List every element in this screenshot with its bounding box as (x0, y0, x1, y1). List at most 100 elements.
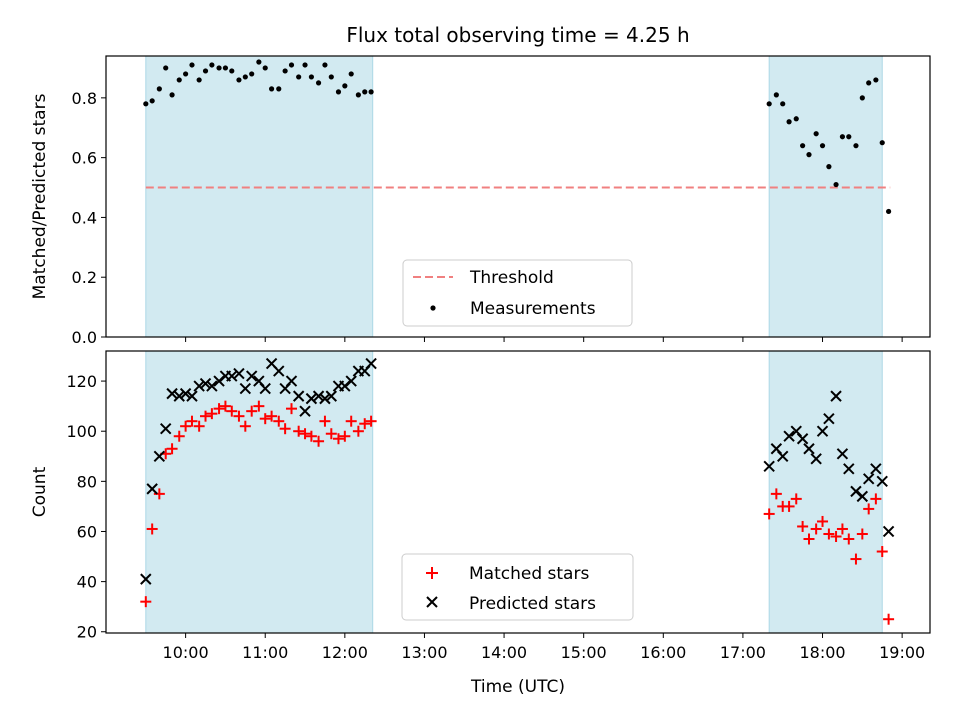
top-y-ticks: 0.0 0.2 0.4 0.6 0.8 (72, 89, 106, 347)
bottom-axes-frame (105, 350, 931, 634)
predicted-star-point (160, 422, 172, 435)
matched-star-point (365, 415, 377, 427)
measurement-point (176, 77, 182, 83)
predicted-star-point (856, 490, 869, 503)
x-tick-label: 12:00 (322, 643, 368, 662)
measurement-point (806, 152, 812, 158)
y-tick-label: 0.2 (72, 268, 97, 287)
matched-star-point (810, 523, 822, 535)
y-tick-label: 60 (77, 522, 97, 541)
measurement-point (308, 74, 315, 80)
matched-star-point (173, 430, 185, 442)
measurement-point (879, 140, 885, 146)
matched-star-point (259, 413, 271, 425)
y-tick-label: 0.4 (72, 208, 97, 227)
predicted-star-point (763, 460, 775, 473)
legend-measurements-swatch (430, 305, 436, 311)
measurement-point (183, 71, 189, 77)
predicted-star-point (140, 573, 152, 585)
measurement-point (328, 74, 334, 80)
matched-star-point (836, 523, 848, 535)
predicted-star-point (285, 375, 298, 387)
predicted-star-point (166, 387, 178, 400)
x-tick-label: 17:00 (720, 643, 766, 662)
y-tick-label: 40 (77, 573, 97, 592)
matched-star-point (850, 553, 862, 565)
top-axes-frame (105, 55, 931, 338)
predicted-star-point (836, 448, 849, 460)
predicted-star-point (862, 473, 875, 485)
matched-star-point (193, 420, 205, 432)
observing-band-1 (145, 350, 374, 634)
top-panel: 0.0 0.2 0.4 0.6 0.8 Matched/Predicted stars (30, 55, 931, 347)
bottom-legend: Matched stars Predicted stars (401, 553, 634, 621)
measurement-point (276, 86, 282, 92)
measurement-point (866, 80, 872, 86)
matched-star-point (153, 488, 165, 500)
predicted-star-point (245, 370, 258, 382)
measurement-point (163, 65, 169, 71)
predicted-star-point (319, 392, 331, 405)
matched-star-point (339, 430, 351, 442)
matched-star-point (226, 405, 238, 417)
predicted-star-point (146, 483, 158, 495)
matched-star-point (325, 428, 337, 440)
matched-star-point (883, 613, 895, 625)
observing-band-2 (768, 55, 883, 338)
measurement-point (826, 164, 832, 170)
bottom-panel: 20 40 60 80 100 120 10:00 11:00 12:00 13:00 14:00… (30, 350, 931, 697)
y-tick-label: 0.8 (72, 89, 97, 108)
measurement-point (268, 86, 275, 92)
matched-star-point (359, 418, 371, 430)
matched-star-point (299, 428, 311, 440)
measurement-point (793, 116, 799, 122)
measurement-point (282, 68, 288, 74)
matched-star-point (313, 435, 325, 447)
predicted-star-point (259, 382, 271, 395)
measurement-point (342, 83, 348, 89)
predicted-star-point (876, 475, 888, 488)
measurement-point (800, 143, 806, 149)
measurements-series (143, 59, 892, 215)
predicted-star-point (226, 370, 238, 382)
legend-measurements-label: Measurements (470, 299, 596, 319)
matched-star-point (166, 443, 178, 455)
matched-star-point (146, 523, 158, 535)
legend-threshold-label: Threshold (469, 268, 554, 288)
legend-predicted-swatch (426, 596, 438, 608)
measurement-point (766, 101, 772, 107)
chart-title: Flux total observing time = 4.25 h (346, 23, 689, 47)
measurement-point (780, 101, 786, 107)
measurement-point (242, 74, 248, 80)
predicted-star-point (796, 433, 809, 445)
measurement-point (236, 77, 242, 83)
predicted-star-point (777, 450, 789, 462)
predicted-star-point (206, 380, 218, 392)
y-tick-label: 100 (66, 422, 97, 441)
measurement-point (296, 74, 302, 80)
predicted-star-point (173, 390, 185, 402)
predicted-star-point (325, 390, 338, 402)
matched-star-point (783, 500, 795, 512)
predicted-star-point (803, 443, 815, 455)
matched-star-point (830, 530, 842, 542)
measurement-point (873, 77, 879, 83)
predicted-star-point (882, 525, 895, 538)
measurement-point (833, 181, 839, 188)
y-tick-label: 0.0 (72, 328, 97, 347)
measurement-point (348, 71, 354, 77)
y-tick-label: 120 (66, 372, 97, 391)
predicted-star-point (273, 365, 285, 377)
x-tick-label: 18:00 (799, 643, 845, 662)
legend-predicted-label: Predicted stars (469, 594, 596, 614)
y-tick-label: 80 (77, 472, 97, 491)
predicted-star-point (239, 382, 252, 395)
bottom-x-ticks: 10:00 11:00 12:00 13:00 14:00 15:00 16:00 17:00… (163, 633, 925, 662)
matched-star-point (797, 520, 809, 532)
x-tick-label: 16:00 (640, 643, 686, 662)
matched-star-point (180, 420, 192, 432)
measurement-point (229, 68, 235, 74)
matched-star-point (186, 415, 198, 427)
matched-star-point (790, 493, 802, 505)
